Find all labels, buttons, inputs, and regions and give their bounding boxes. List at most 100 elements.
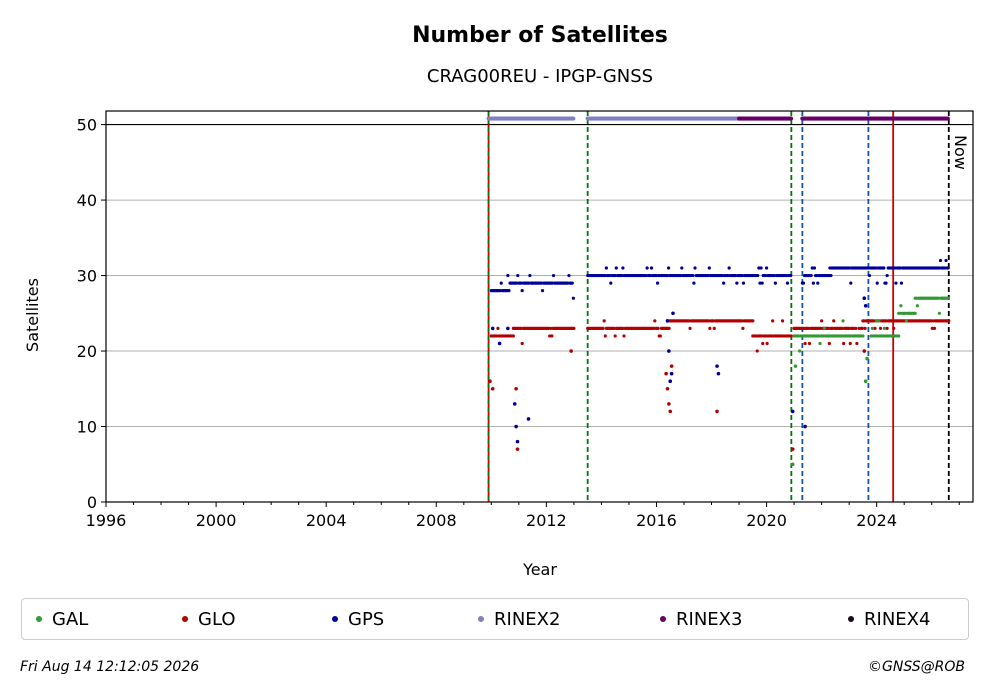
point-glo [947,319,951,323]
point-glo [708,326,712,330]
point-glo-outlier [664,371,668,376]
point-gps [898,266,902,270]
point-glo [803,341,807,346]
footer-credit: ©GNSS@ROB [868,659,965,675]
point-gps-outlier [514,424,518,429]
point-glo [712,326,716,330]
point-gps [604,266,608,270]
point-gps [943,266,947,270]
legend-marker-gal [36,616,42,622]
point-glo [546,326,551,330]
point-glo [851,326,856,330]
point-glo [806,326,811,330]
point-gal-outlier [865,356,869,361]
point-gps [620,273,624,278]
point-glo [769,334,774,338]
point-glo [780,319,785,323]
point-glo [878,326,883,330]
point-gal [914,296,918,300]
point-gps [665,273,670,278]
point-gps [756,273,760,278]
point-gps [649,266,654,270]
legend-label-rinex4: RINEX4 [864,608,931,630]
point-gps [884,281,888,285]
point-gal [817,334,821,338]
point-gps [867,273,872,278]
point-gps-outlier [790,409,795,414]
point-gps [506,273,510,278]
point-gps [691,273,695,278]
point-gps-outlier [671,311,675,316]
point-glo [789,334,793,338]
point-gps [735,281,739,285]
point-glo [855,341,859,346]
point-gal [877,319,881,323]
legend-label-rinex2: RINEX2 [494,608,561,630]
point-glo [603,334,607,338]
point-glo [548,334,552,338]
y-tick-label-50: 50 [77,116,97,135]
point-gps [540,289,545,293]
point-glo [873,326,877,330]
point-gal [937,311,942,315]
point-gps [528,273,532,278]
point-gal [796,334,801,338]
point-glo [884,319,888,323]
point-glo [755,349,759,353]
point-gps [784,273,788,278]
point-gps [810,266,814,270]
point-gps [567,273,571,278]
point-glo-outlier [668,409,673,414]
point-gal [936,296,940,300]
point-gps [679,273,683,278]
point-gps [785,281,790,285]
point-glo [550,334,554,338]
point-glo-outlier [665,386,670,391]
point-gps [938,258,943,263]
point-gps [499,281,503,285]
point-gps [693,266,697,270]
point-glo [891,319,895,323]
point-glo [842,341,846,346]
point-glo [761,341,765,346]
point-gal-outlier [863,379,868,384]
point-gps [539,281,544,285]
point-gal [841,319,845,323]
point-glo [848,341,852,346]
point-gps [566,281,570,285]
point-glo [832,319,836,323]
point-gal [822,326,826,330]
point-gps [741,281,746,285]
point-glo [892,326,896,330]
x-axis-label: Year [522,560,557,579]
point-gal [873,334,878,338]
point-gps [613,273,617,278]
point-gps [519,281,523,285]
point-gps [603,273,607,278]
point-gps [816,281,820,285]
point-gps [893,266,897,270]
point-gal [875,319,879,323]
point-gps-outlier [716,371,721,376]
point-glo [831,326,835,330]
point-glo [520,341,524,346]
event-lines [487,111,950,502]
point-gal [913,311,917,315]
legend-item-glo: GLO [182,599,236,639]
point-gps [654,273,659,278]
point-glo [931,319,935,323]
y-tick-label-30: 30 [77,267,97,286]
point-gps [812,266,817,270]
point-gps [866,266,871,270]
point-glo [740,319,744,323]
point-gps-outlier [667,349,671,353]
point-gps [894,281,898,285]
point-glo [863,326,867,330]
point-rinex3 [788,116,794,121]
point-glo [751,319,755,323]
point-glo [840,326,845,330]
point-glo [754,334,758,338]
point-gps-outlier [668,379,673,384]
point-gps [692,281,696,285]
point-gps [571,296,575,300]
